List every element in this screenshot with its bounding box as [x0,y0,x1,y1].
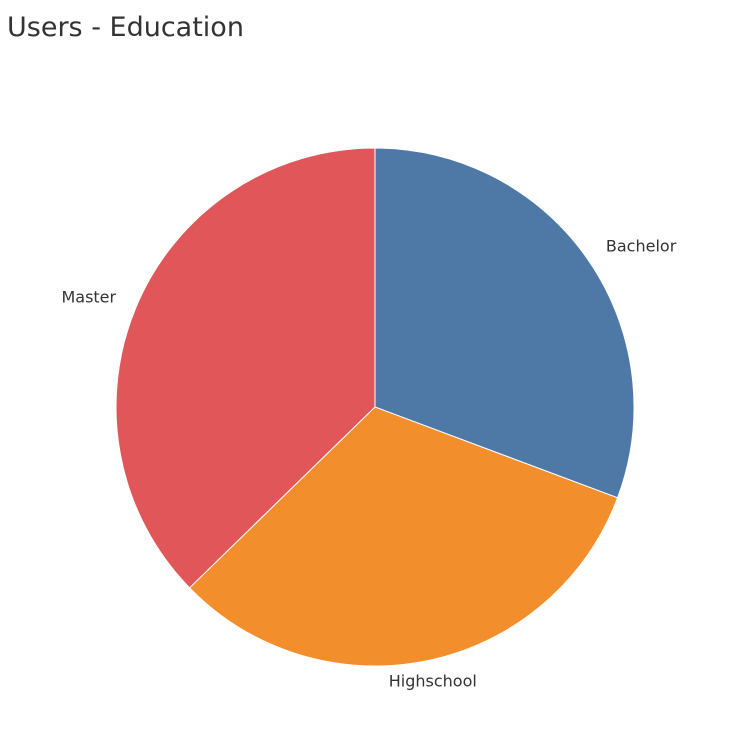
pie-label-highschool: Highschool [389,672,477,691]
pie-slices [115,147,635,667]
pie-slice-master[interactable] [115,147,376,589]
pie-label-bachelor: Bachelor [606,236,677,255]
pie-label-master: Master [61,287,116,306]
pie-slice-bachelor[interactable] [374,147,635,499]
pie-slice-highschool[interactable] [188,406,619,667]
chart-title: Users - Education [7,12,244,43]
pie-labels: Bachelor Highschool Master [61,236,676,690]
